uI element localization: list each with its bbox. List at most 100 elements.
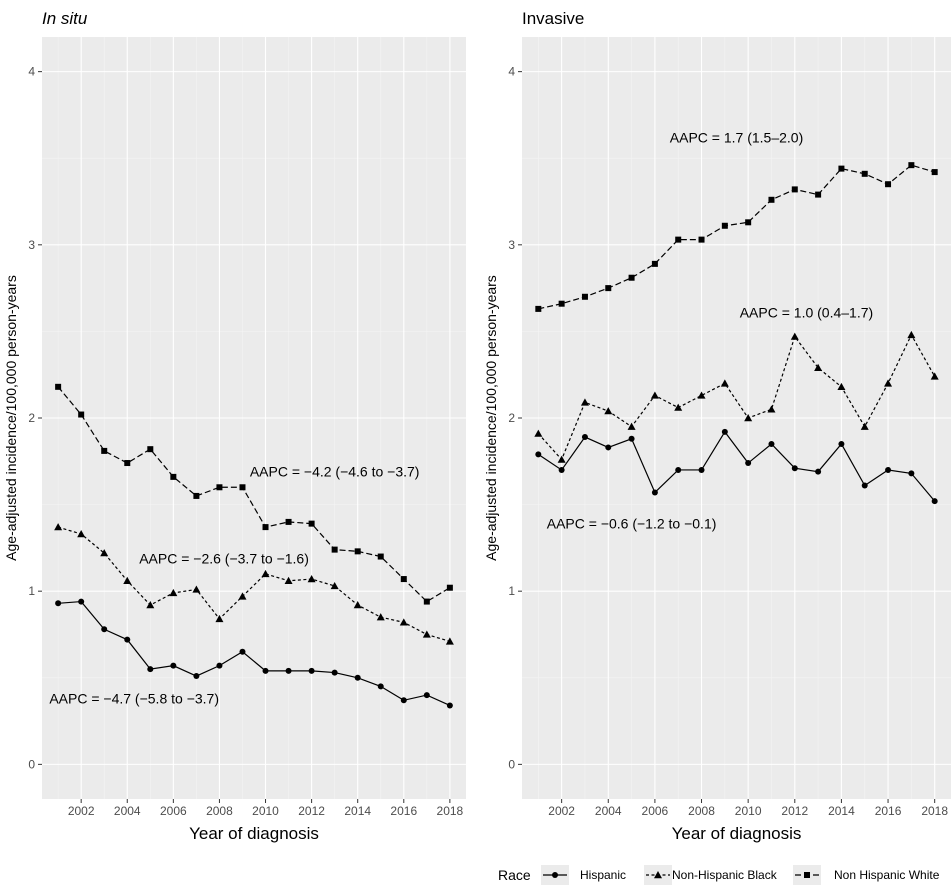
- x-tick-label: 2014: [344, 804, 371, 818]
- series-2-point: [170, 473, 177, 480]
- series-1-point: [284, 576, 293, 584]
- series-0-point: [558, 466, 565, 473]
- series-2-point: [675, 236, 682, 243]
- x-axis-title: Year of diagnosis: [672, 824, 802, 843]
- series-line-1: [57, 526, 451, 642]
- series-2-point: [285, 518, 292, 525]
- series-0-point: [377, 683, 384, 690]
- series-1-point: [884, 379, 893, 387]
- series-0-point: [285, 667, 292, 674]
- y-tick-label: 3: [508, 238, 515, 252]
- series-0-point: [193, 673, 200, 680]
- series-2-point: [239, 484, 246, 491]
- x-tick-label: 2018: [437, 804, 464, 818]
- series-1-point: [930, 372, 939, 380]
- series-1-point: [100, 549, 109, 557]
- series-0-point: [768, 440, 775, 447]
- series-2-point: [885, 181, 892, 188]
- aapc-annotation: AAPC = 1.0 (0.4–1.7): [740, 304, 873, 320]
- series-2-point: [446, 584, 453, 591]
- series-2-point: [628, 274, 635, 281]
- series-0-point: [675, 466, 682, 473]
- y-axis-title: Age-adjusted incidence/100,000 person-ye…: [483, 275, 499, 561]
- series-line-0: [58, 600, 451, 707]
- series-2-point: [721, 222, 728, 229]
- y-tick-label: 0: [508, 757, 515, 771]
- series-1-point: [557, 455, 566, 463]
- series-2-point: [605, 285, 612, 292]
- series-0-point: [535, 451, 542, 458]
- series-2-point: [581, 293, 588, 300]
- series-1-point: [814, 363, 823, 371]
- aapc-annotation: AAPC = −0.6 (−1.2 to −0.1): [547, 516, 717, 532]
- series-1-point: [627, 422, 636, 430]
- legend-label: Hispanic: [580, 868, 626, 882]
- series-2-point: [931, 169, 938, 176]
- series-0-point: [101, 626, 108, 633]
- series-2-point: [124, 460, 131, 467]
- legend-key-marker: [804, 872, 810, 878]
- y-tick-label: 4: [508, 65, 515, 79]
- series-0-point: [815, 468, 822, 475]
- y-tick-label: 1: [28, 584, 35, 598]
- series-2-point: [535, 305, 542, 312]
- series-1-point: [353, 601, 362, 609]
- series-2-point: [400, 576, 407, 583]
- series-2-point: [331, 546, 338, 553]
- y-tick-label: 1: [508, 584, 515, 598]
- series-1-point: [674, 403, 683, 411]
- series-0-point: [124, 636, 131, 643]
- series-2-point: [262, 524, 269, 531]
- series-0-point: [78, 598, 85, 605]
- series-1-point: [422, 630, 431, 638]
- series-0-point: [931, 498, 938, 505]
- series-2-point: [768, 196, 775, 203]
- series-line-2: [57, 386, 451, 603]
- series-0-point: [55, 600, 62, 607]
- series-2-point: [101, 447, 108, 454]
- series-1-point: [697, 391, 706, 399]
- aapc-annotation: AAPC = −4.7 (−5.8 to −3.7): [49, 691, 219, 707]
- series-1-point: [720, 379, 729, 387]
- series-2-point: [791, 186, 798, 193]
- series-0-point: [651, 489, 658, 496]
- x-tick-label: 2012: [298, 804, 325, 818]
- series-1-point: [54, 523, 63, 531]
- series-1-point: [790, 332, 799, 340]
- y-axis-title: Age-adjusted incidence/100,000 person-ye…: [3, 275, 19, 561]
- series-1-point: [307, 575, 316, 583]
- series-0-point: [628, 435, 635, 442]
- series-0-point: [216, 662, 223, 669]
- series-2-point: [193, 492, 200, 499]
- x-tick-label: 2018: [921, 804, 948, 818]
- series-1-point: [192, 585, 201, 593]
- x-tick-label: 2010: [735, 804, 762, 818]
- series-2-point: [147, 446, 154, 453]
- series-1-point: [650, 391, 659, 399]
- series-2-point: [377, 553, 384, 560]
- legend-key-marker: [552, 872, 558, 878]
- in-situ-panel: 2002 2004 2006 2008 2010 2012 2014 2016 2018 0 1 2 3…: [3, 9, 466, 843]
- x-tick-label: 2008: [206, 804, 233, 818]
- y-tick-label: 0: [28, 757, 35, 771]
- x-tick-label: 2010: [252, 804, 279, 818]
- series-0-point: [838, 440, 845, 447]
- series-0-point: [331, 669, 338, 676]
- series-2-point: [78, 411, 85, 418]
- series-0-point: [885, 466, 892, 473]
- y-tick-label: 2: [508, 411, 515, 425]
- series-0-point: [581, 434, 588, 441]
- series-2-point: [216, 484, 223, 491]
- series-1-point: [77, 530, 86, 538]
- legend-label: Non Hispanic White: [834, 868, 940, 882]
- x-tick-label: 2006: [160, 804, 187, 818]
- series-1-point: [238, 592, 247, 600]
- aapc-annotation: AAPC = 1.7 (1.5–2.0): [670, 129, 803, 145]
- series-1-point: [534, 429, 543, 437]
- x-axis-title: Year of diagnosis: [189, 824, 319, 843]
- y-tick-label: 4: [28, 65, 35, 79]
- x-tick-label: 2002: [68, 804, 95, 818]
- legend-title: Race: [498, 867, 531, 883]
- series-1-point: [169, 588, 178, 597]
